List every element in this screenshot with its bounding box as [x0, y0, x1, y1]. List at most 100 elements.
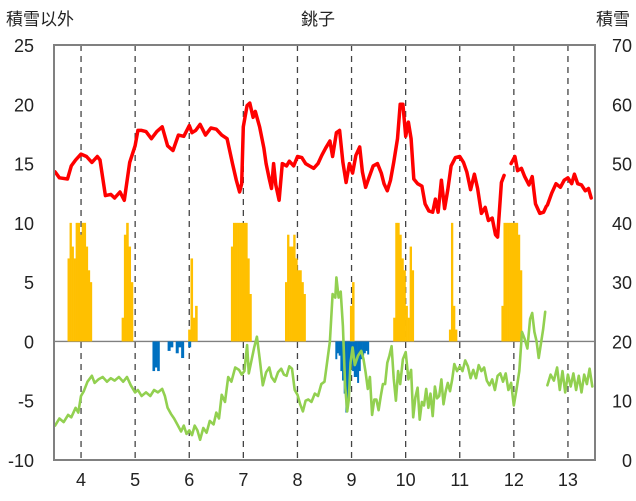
bar [126, 222, 129, 342]
bar [79, 234, 83, 342]
bar [403, 270, 406, 342]
bar [235, 222, 238, 342]
bar [73, 258, 76, 342]
bar [295, 258, 298, 342]
bar [247, 258, 250, 342]
bar-series [67, 222, 523, 413]
bar [243, 222, 246, 342]
bar [232, 222, 236, 342]
right-tick-label: 60 [612, 95, 632, 115]
bar [367, 341, 370, 355]
right-tick-label: 70 [612, 36, 632, 56]
bar [285, 282, 288, 342]
left-tick-label: -10 [8, 451, 34, 471]
bar [287, 234, 290, 342]
bar [363, 341, 366, 354]
x-tick-label: 13 [558, 470, 578, 490]
bar [509, 222, 512, 342]
bar [503, 222, 506, 342]
bar [291, 246, 294, 342]
bar [245, 222, 248, 342]
bar [69, 222, 72, 342]
x-tick-label: 7 [238, 470, 248, 490]
bar [399, 234, 402, 342]
bar [515, 222, 519, 342]
bar [175, 341, 179, 354]
bar [448, 329, 452, 342]
x-tick-label: 8 [292, 470, 302, 490]
bar [519, 270, 523, 342]
bar [188, 329, 191, 342]
bar [123, 234, 127, 342]
left-tick-label: 10 [14, 214, 34, 234]
bar [407, 317, 410, 342]
bar [75, 222, 78, 342]
bar [239, 222, 242, 342]
bar [89, 282, 93, 342]
bar [167, 341, 171, 351]
bar [511, 222, 515, 342]
red-series-line [53, 101, 593, 239]
left-tick-label: 15 [14, 155, 34, 175]
bar [299, 270, 302, 342]
bar [237, 222, 240, 342]
right-tick-label: 10 [612, 392, 632, 412]
bar [289, 246, 292, 342]
bar [501, 305, 504, 342]
bar [154, 341, 158, 368]
bar [157, 341, 160, 372]
bar [345, 341, 348, 413]
bar [152, 341, 156, 372]
bar [513, 222, 517, 342]
bar [352, 282, 355, 342]
bar [455, 329, 458, 342]
bar [85, 246, 89, 342]
left-tick-label: 25 [14, 36, 34, 56]
bar [362, 341, 365, 356]
bar [397, 222, 400, 342]
bar [365, 341, 368, 351]
right-tick-label: 40 [612, 214, 632, 234]
bar [87, 270, 91, 342]
bar [121, 317, 125, 342]
bar [517, 234, 521, 342]
bar [77, 222, 80, 342]
bar [393, 317, 396, 342]
x-tick-label: 12 [504, 470, 524, 490]
bar [128, 246, 132, 342]
line-series [53, 101, 594, 442]
plot-frame [53, 44, 596, 461]
bar [349, 305, 353, 342]
bar [450, 222, 454, 342]
bar [336, 341, 339, 354]
x-tick-label: 4 [76, 470, 86, 490]
bar [395, 222, 398, 342]
x-tick-label: 10 [396, 470, 416, 490]
bar [411, 270, 415, 342]
bar [71, 246, 74, 342]
bar [338, 341, 341, 356]
bar [507, 222, 510, 342]
left-tick-label: 5 [24, 273, 34, 293]
right-tick-label: 0 [622, 451, 632, 471]
bar [303, 294, 306, 342]
green-series-line [53, 276, 594, 442]
x-tick-label: 11 [450, 470, 469, 490]
bar [409, 246, 413, 342]
bar [195, 305, 198, 342]
x-tick-label: 5 [130, 470, 140, 490]
x-tick-label: 9 [347, 470, 357, 490]
bar [181, 341, 185, 359]
left-tick-label: 20 [14, 95, 34, 115]
bar [241, 222, 244, 342]
right-tick-label: 30 [612, 273, 632, 293]
bar [170, 341, 174, 348]
x-tick-label: 6 [184, 470, 194, 490]
bar [347, 341, 350, 407]
right-tick-label: 20 [612, 332, 632, 352]
bar [81, 222, 85, 342]
bar [230, 246, 234, 342]
bar [178, 341, 182, 348]
